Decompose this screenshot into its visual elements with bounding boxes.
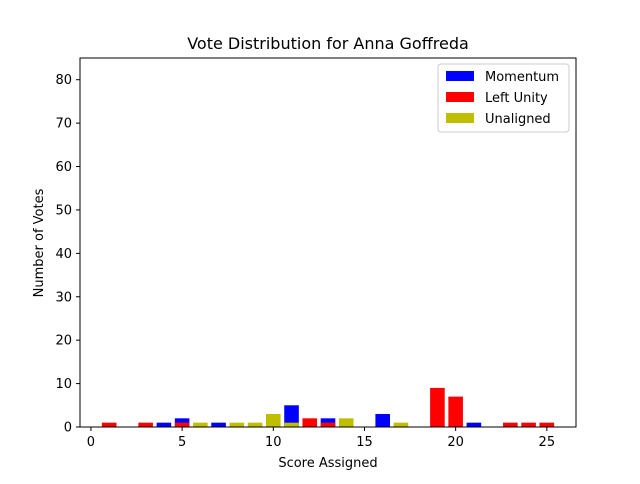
bar-momentum [375,413,390,427]
bar-left-unity [302,418,318,427]
y-tick-label: 30 [55,290,72,305]
legend-swatch-unaligned [446,113,474,123]
bar-left-unity [138,422,153,427]
x-tick-label: 25 [539,435,556,450]
y-tick-label: 20 [55,334,72,349]
axes-layer: 0 5 10 15 20 25 0 10 20 30 40 50 60 70 80 [55,57,577,450]
bar-unaligned [338,418,354,427]
bar-left-unity [320,422,336,427]
bar-unaligned [247,422,263,427]
bar-left-unity [539,422,555,427]
y-tick-label: 10 [55,377,72,392]
bars-layer [101,387,555,427]
y-tick-label: 60 [55,160,72,175]
legend-label: Left Unity [485,91,548,106]
bar-unaligned [284,422,299,427]
bar-momentum [284,405,299,427]
bar-momentum [156,422,172,427]
bar-left-unity [430,387,445,427]
y-tick-label: 80 [55,73,72,88]
bar-left-unity [521,422,536,427]
plot-frame [79,57,577,428]
y-axis-label: Number of Votes [32,188,47,297]
legend-label: Momentum [485,70,559,85]
bar-unaligned [193,422,208,427]
y-tick-label: 70 [55,117,72,132]
x-tick-label: 15 [356,435,373,450]
bar-unaligned [266,413,281,427]
x-tick-label: 20 [447,435,464,450]
y-tick-label: 0 [64,421,72,436]
y-tick-label: 40 [55,247,72,262]
x-tick-label: 0 [87,435,95,450]
x-tick-label: 10 [265,435,282,450]
legend-label: Unaligned [485,112,551,127]
y-tick-label: 50 [55,203,72,218]
legend-swatch-left-unity [446,92,474,102]
bar-left-unity [448,396,463,427]
x-axis-label: Score Assigned [278,456,377,471]
bar-momentum [466,422,482,427]
legend: Momentum Left Unity Unaligned [437,63,570,133]
bar-momentum [211,422,226,427]
bar-left-unity [101,422,117,427]
legend-swatch-momentum [446,71,474,81]
bar-left-unity [174,422,190,427]
bar-left-unity [503,422,518,427]
chart-title: Vote Distribution for Anna Goffreda [187,34,469,53]
bar-unaligned [393,422,409,427]
x-tick-label: 5 [178,435,186,450]
bar-unaligned [229,422,245,427]
